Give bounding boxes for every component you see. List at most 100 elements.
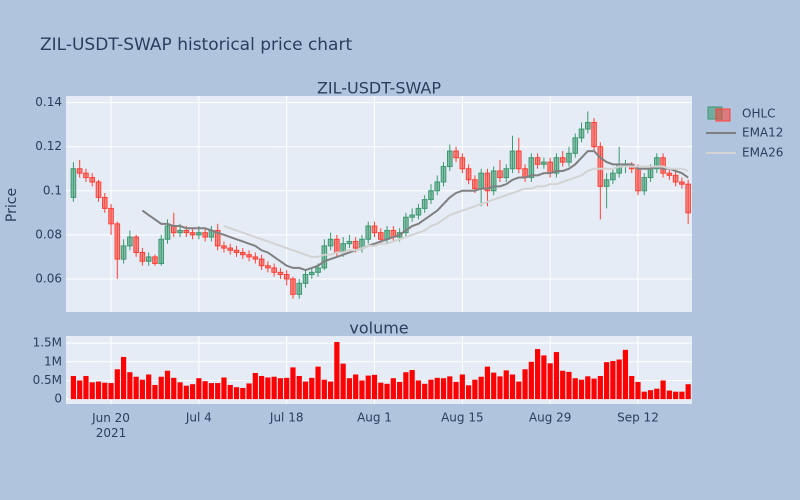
candle-body xyxy=(497,170,503,179)
candle-body xyxy=(296,282,303,295)
marks xyxy=(70,111,691,400)
candle-body xyxy=(591,121,597,148)
volume-bar xyxy=(440,378,447,400)
candle-body xyxy=(434,181,441,192)
volume-bar xyxy=(120,356,127,400)
y-tick-label: 0.5M xyxy=(33,373,62,387)
volume-bar xyxy=(83,375,89,400)
volume-bar xyxy=(340,363,346,400)
candle-body xyxy=(127,236,133,247)
volume-bar xyxy=(290,367,296,400)
volume-bar xyxy=(89,382,95,400)
volume-bar xyxy=(635,381,641,400)
volume-bar xyxy=(484,366,491,400)
x-tick-label: Aug 1 xyxy=(357,411,392,425)
volume-bar xyxy=(77,380,83,400)
volume-bar xyxy=(497,376,503,400)
volume-bar xyxy=(491,372,497,400)
volume-bar xyxy=(139,379,146,400)
volume-bar xyxy=(258,375,265,400)
volume-bar xyxy=(553,352,560,400)
candle-body xyxy=(246,254,252,258)
candle-body xyxy=(164,225,171,240)
volume-bar xyxy=(246,383,252,400)
x-tick-label: Jul 4 xyxy=(185,411,212,425)
candle-body xyxy=(440,166,447,183)
x-tick-label: Aug 29 xyxy=(529,411,572,425)
x-tick-label: Aug 15 xyxy=(441,411,484,425)
y-tick-label: 0.14 xyxy=(35,95,62,109)
legend: OHLC EMA12 EMA26 xyxy=(706,106,783,160)
candle-body xyxy=(534,157,541,165)
candle-body xyxy=(252,256,259,260)
volume-bar xyxy=(371,374,378,400)
candle-body xyxy=(177,229,183,234)
candle-body xyxy=(133,236,139,253)
candle-body xyxy=(610,172,616,181)
candle-body xyxy=(603,179,610,187)
volume-bar xyxy=(177,382,183,400)
volume-bar xyxy=(202,381,208,400)
volume-bar xyxy=(685,384,691,400)
volume-bar xyxy=(522,369,528,400)
volume-bar xyxy=(428,379,434,400)
volume-bar xyxy=(528,361,534,400)
volume-bar xyxy=(353,374,359,400)
volume-bar xyxy=(472,379,478,400)
volume-bar xyxy=(516,381,522,400)
candle-body xyxy=(421,199,428,209)
candle-body xyxy=(183,229,190,234)
candle-body xyxy=(371,225,378,234)
grid: 0.06 0.08 0.1 0.12 0.14 0 0.5M 1M 1.5M Jun 20 2021… xyxy=(33,95,692,440)
candle-body xyxy=(321,245,328,269)
volume-bar xyxy=(221,377,227,400)
y-tick-label: 0.1 xyxy=(43,183,62,197)
candle-body xyxy=(647,168,654,179)
volume-bar xyxy=(478,376,484,400)
candle-body xyxy=(679,181,685,185)
volume-bar xyxy=(390,378,396,400)
volume-bar xyxy=(447,376,453,400)
volume-bar xyxy=(227,384,233,400)
volume-bar xyxy=(183,385,189,400)
candle-body xyxy=(559,157,566,163)
volume-bar xyxy=(346,378,353,400)
candle-body xyxy=(365,225,372,240)
volume-bar xyxy=(610,361,616,400)
volume-bar xyxy=(284,377,290,400)
legend-label: OHLC xyxy=(742,107,776,121)
volume-bar xyxy=(365,375,371,400)
candle-body xyxy=(158,238,165,265)
volume-bar xyxy=(547,363,553,400)
volume-bar xyxy=(629,375,635,400)
candle-body xyxy=(509,150,516,170)
volume-bar xyxy=(466,385,472,400)
candle-body xyxy=(515,150,522,170)
volume-bar xyxy=(309,377,315,400)
volume-bar xyxy=(604,362,610,400)
volume-bar xyxy=(240,387,246,400)
candle-body xyxy=(196,232,202,236)
volume-bar xyxy=(641,391,647,400)
candle-body xyxy=(453,150,459,159)
volume-bar xyxy=(328,381,334,400)
candle-body xyxy=(346,240,353,245)
volume-bar xyxy=(541,355,547,400)
y-axis-label: Price xyxy=(4,188,20,222)
ema-line xyxy=(141,150,689,272)
volume-bar xyxy=(152,384,158,400)
candle-body xyxy=(584,121,591,130)
volume-bar xyxy=(422,383,428,400)
volume-bar xyxy=(277,378,284,400)
candle-body xyxy=(541,161,547,165)
candle-body xyxy=(503,168,510,179)
volume-bar xyxy=(409,370,415,400)
price-chart-title: ZIL-USDT-SWAP xyxy=(317,79,441,98)
volume-bar xyxy=(215,383,221,400)
candle-body xyxy=(239,251,246,256)
volume-bar xyxy=(315,366,321,400)
y-tick-label: 0.06 xyxy=(35,271,62,285)
volume-bar xyxy=(208,383,215,400)
volume-bar xyxy=(597,375,603,400)
volume-bar xyxy=(647,390,654,400)
